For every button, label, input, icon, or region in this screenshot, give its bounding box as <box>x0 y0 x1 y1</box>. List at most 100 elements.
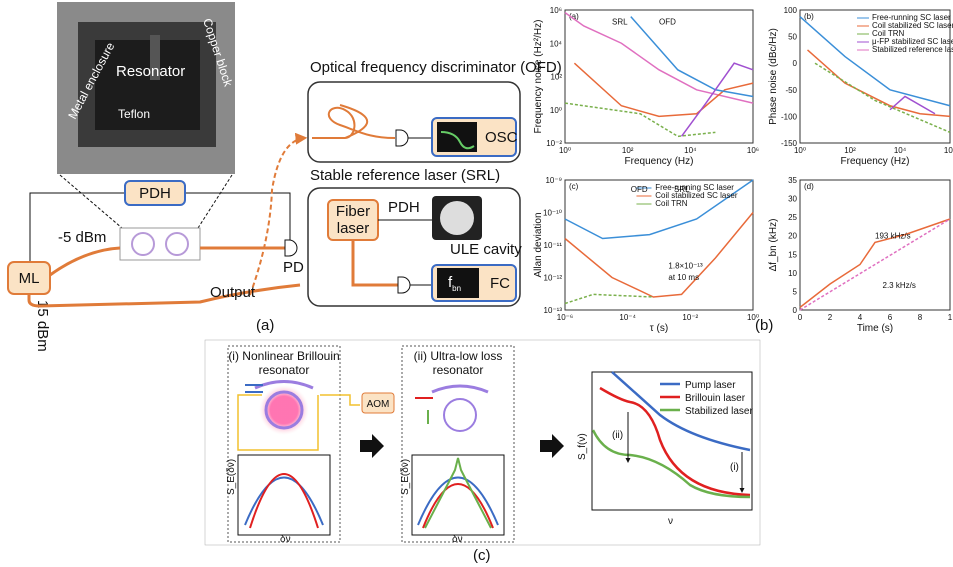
mark: (ii) <box>612 430 623 441</box>
x-axis-label: Frequency (Hz) <box>625 156 694 167</box>
y-tick-label: 10⁶ <box>550 6 562 15</box>
aom: AOM <box>367 399 390 410</box>
annotation: SRL <box>612 18 628 27</box>
y-tick-label: 15 <box>788 250 797 259</box>
x-tick-label: 8 <box>918 313 923 322</box>
box-title: resonator <box>259 363 310 377</box>
y-tick-label: 10⁻² <box>546 139 562 148</box>
axis-label: S_f(ν) <box>577 433 588 460</box>
box-title: (i) Nonlinear Brillouin <box>228 349 339 363</box>
y-tick-label: 10⁻⁹ <box>545 176 562 185</box>
y-tick-label: 10 <box>788 269 797 278</box>
mark: (i) <box>730 462 739 473</box>
y-tick-label: 0 <box>793 306 798 315</box>
x-tick-label: 10⁴ <box>684 146 697 155</box>
x-tick-label: 10² <box>844 146 856 155</box>
power: 15 dBm <box>34 300 51 352</box>
pdh: PDH <box>139 185 171 202</box>
x-tick-label: 10⁶ <box>747 146 759 155</box>
x-tick-label: 4 <box>858 313 863 322</box>
panel-c: (i) Nonlinear Brillouin resonator S_E(δν… <box>205 340 760 564</box>
y-tick-label: 20 <box>788 232 797 241</box>
ule: ULE cavity <box>450 241 522 258</box>
plot-tag: (d) <box>804 182 814 191</box>
fiber-laser: laser <box>337 220 370 237</box>
y-tick-label: 25 <box>788 213 797 222</box>
x-tick-label: 1 <box>948 313 953 322</box>
legend-label: Coil TRN <box>655 199 688 208</box>
x-tick-label: 10⁶ <box>944 146 953 155</box>
y-tick-label: 10² <box>550 73 562 82</box>
fc: FC <box>490 275 510 292</box>
annotation: OFD <box>659 18 676 27</box>
fbn-sub: bn <box>452 284 461 293</box>
srl-pd <box>398 277 410 293</box>
x-axis-label: Frequency (Hz) <box>841 156 910 167</box>
y-tick-label: -100 <box>781 112 798 121</box>
y-axis-label: Phase noise (dBc/Hz) <box>768 28 779 125</box>
fiber <box>29 285 300 306</box>
x-axis-label: τ (s) <box>650 323 668 334</box>
y-tick-label: 10⁻¹¹ <box>544 241 563 250</box>
y-tick-label: 10⁻¹⁰ <box>543 209 562 218</box>
panel-label: (c) <box>473 547 491 564</box>
y-tick-label: 50 <box>788 33 797 42</box>
axis-label: ν <box>668 516 673 527</box>
legend-label: Stabilized reference laser <box>872 45 953 54</box>
legend-label: Pump laser <box>685 380 736 391</box>
ofd-pd <box>396 130 408 146</box>
y-tick-label: 30 <box>788 195 797 204</box>
pd-symbol <box>285 240 297 256</box>
axis-label: δν <box>452 534 463 545</box>
zoom-line <box>60 175 122 228</box>
osc: OSC <box>485 129 518 146</box>
legend-label: Brillouin laser <box>685 393 746 404</box>
x-tick-label: 10² <box>622 146 634 155</box>
photo-label: Resonator <box>116 63 185 80</box>
annotation: SRL <box>674 185 690 194</box>
annotation: OFD <box>631 185 648 194</box>
ofd-title: Optical frequency discriminator (OFD) <box>310 59 562 76</box>
x-tick-label: 0 <box>798 313 803 322</box>
x-tick-label: 6 <box>888 313 893 322</box>
annotation: 2.3 kHz/s <box>883 281 916 290</box>
fiber-laser: Fiber <box>336 203 370 220</box>
power: -5 dBm <box>58 229 106 246</box>
legend-label: Stabilized laser <box>685 406 753 417</box>
y-tick-label: 10⁰ <box>550 106 562 115</box>
x-axis-label: Time (s) <box>857 323 893 334</box>
ml: ML <box>19 270 40 287</box>
y-tick-label: 10⁴ <box>550 39 563 48</box>
x-tick-label: 10⁻⁴ <box>619 313 636 322</box>
panel-a: Metal enclosure Resonator Teflon Copper … <box>8 2 562 352</box>
y-tick-label: 10⁻¹² <box>544 274 563 283</box>
zoom-line <box>198 175 232 228</box>
axis-label: S_E(δν) <box>400 459 411 495</box>
y-tick-label: -150 <box>781 139 798 148</box>
figure: Metal enclosure Resonator Teflon Copper … <box>0 0 953 567</box>
pdh: PDH <box>388 199 420 216</box>
photo-label: Teflon <box>118 107 150 121</box>
box-title: resonator <box>433 363 484 377</box>
y-axis-label: Δf_bn (kHz) <box>768 219 779 272</box>
axis-label: S_E(δν) <box>226 459 237 495</box>
y-tick-label: 100 <box>784 6 798 15</box>
x-tick-label: 10⁴ <box>894 146 907 155</box>
x-tick-label: 10⁻² <box>682 313 698 322</box>
page: Metal enclosure Resonator Teflon Copper … <box>0 0 953 567</box>
y-tick-label: 35 <box>788 176 797 185</box>
y-axis-label: Frequency noise (Hz²/Hz) <box>533 20 544 134</box>
plot-tag: (c) <box>569 182 579 191</box>
ule-body <box>440 201 474 235</box>
pd: PD <box>283 259 304 276</box>
output: Output <box>210 284 256 301</box>
y-tick-label: 0 <box>793 59 798 68</box>
y-axis-label: Allan deviation <box>533 212 544 277</box>
y-tick-label: 10⁻¹³ <box>544 306 563 315</box>
y-tick-label: -50 <box>785 86 797 95</box>
annotation: 1.8×10⁻¹³ <box>668 262 703 271</box>
annotation: 193 kHz/s <box>875 232 911 241</box>
box-title: (ii) Ultra-low loss <box>414 349 503 363</box>
plot-tag: (b) <box>804 12 814 21</box>
